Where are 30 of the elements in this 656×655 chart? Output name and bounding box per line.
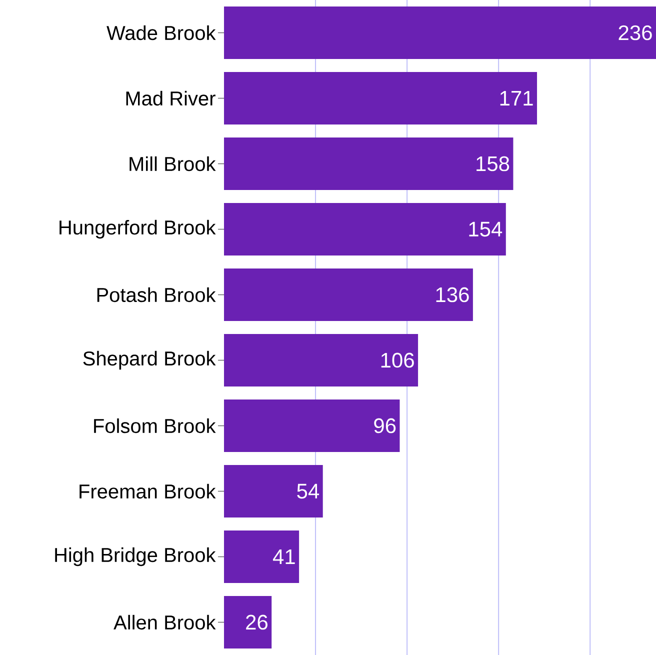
y-tick-label: Folsom Brook [94,418,216,434]
data-label: 236 [618,25,652,40]
data-label: 26 [246,614,268,630]
bar [224,596,272,648]
y-tick-label: Freeman Brook [80,484,216,499]
bar [224,72,538,124]
data-label: 136 [436,287,469,302]
bar [224,334,418,386]
bar [224,465,323,518]
data-label: 54 [297,484,320,499]
data-label: 158 [476,156,510,172]
y-tick-label: High Bridge Brook [55,547,216,566]
bar [224,268,473,321]
data-label: 41 [272,550,295,564]
bar [224,400,400,452]
data-label: 106 [381,352,414,368]
y-tick-label: Shepard Brook [83,350,216,370]
y-tick-label: Hungerford Brook [60,220,216,239]
bar [224,138,514,190]
y-tick-label: Allen Brook [114,614,216,630]
y-tick-label: Mill Brook [130,156,216,172]
bar [224,6,656,59]
data-label: 171 [500,91,533,106]
data-label: 154 [469,222,502,237]
y-tick-label: Potash Brook [97,287,216,302]
bar [224,203,506,256]
data-label: 96 [374,418,396,434]
y-tick-label: Wade Brook [106,25,216,40]
bar [224,530,300,583]
y-tick-label: Mad River [126,90,216,106]
